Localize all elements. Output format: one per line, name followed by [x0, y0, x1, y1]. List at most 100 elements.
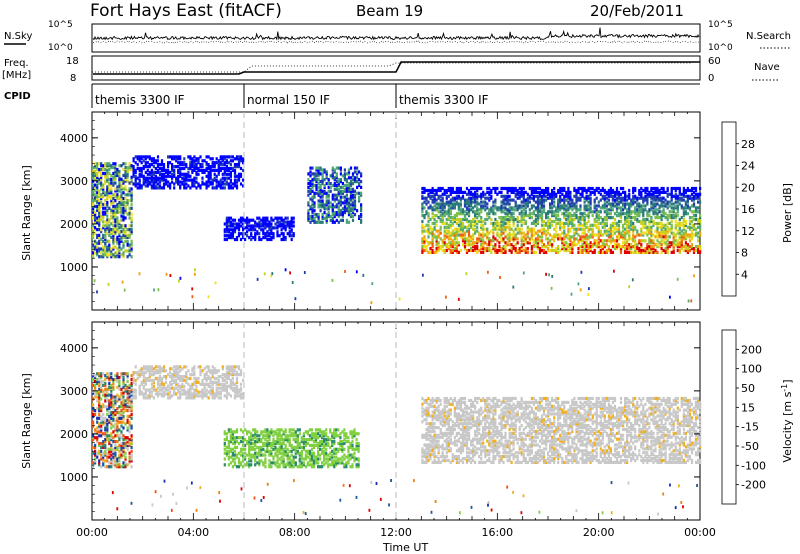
- data-cell: [102, 164, 105, 168]
- data-cell: [561, 192, 564, 196]
- data-cell: [353, 205, 357, 209]
- data-cell: [640, 190, 643, 194]
- data-cell: [110, 235, 113, 239]
- data-cell: [343, 168, 346, 172]
- data-cell: [116, 372, 119, 376]
- data-cell: [449, 233, 452, 237]
- data-cell: [345, 199, 348, 203]
- data-cell: [628, 216, 631, 220]
- data-cell: [270, 222, 273, 226]
- data-cell: [112, 162, 115, 166]
- freq-unit-label: [MHz]: [2, 70, 31, 81]
- data-cell: [183, 166, 186, 171]
- data-cell: [203, 170, 206, 174]
- data-cell: [229, 216, 232, 220]
- data-cell: [555, 192, 558, 196]
- data-cell: [563, 208, 566, 212]
- data-cell: [225, 161, 228, 165]
- data-cell: [534, 188, 537, 193]
- data-cell: [231, 236, 234, 240]
- data-cell: [333, 205, 336, 209]
- data-cell: [96, 245, 99, 249]
- data-cell: [146, 178, 149, 182]
- data-cell: [351, 189, 355, 193]
- data-cell: [449, 212, 452, 216]
- data-cell: [343, 201, 346, 205]
- data-cell: [268, 228, 271, 232]
- data-cell: [118, 197, 121, 201]
- data-cell: [126, 189, 129, 193]
- data-cell: [266, 216, 269, 220]
- data-cell: [559, 237, 562, 241]
- data-cell: [457, 217, 460, 222]
- data-cell: [563, 248, 566, 253]
- data-cell: [437, 241, 440, 245]
- data-cell: [347, 187, 351, 191]
- data-cell: [118, 206, 121, 210]
- data-cell: [207, 170, 210, 174]
- data-cell: [339, 178, 342, 182]
- data-cell: [104, 210, 107, 214]
- data-cell: [114, 224, 117, 228]
- data-cell: [96, 379, 99, 384]
- data-cell: [270, 230, 273, 234]
- data-cell: [158, 170, 162, 174]
- data-cell: [526, 241, 529, 245]
- data-cell: [235, 163, 239, 167]
- data-cell: [112, 175, 115, 179]
- data-cell: [555, 223, 558, 227]
- data-cell: [626, 210, 629, 214]
- data-cell: [156, 182, 160, 186]
- data-cell: [474, 248, 477, 253]
- data-cell: [98, 463, 101, 467]
- data-cell: [573, 214, 576, 218]
- data-cell: [114, 412, 117, 417]
- data-cell: [668, 227, 671, 231]
- data-cell: [94, 169, 97, 174]
- data-cell: [98, 247, 101, 251]
- data-cell: [583, 216, 586, 220]
- data-cell: [100, 204, 103, 208]
- data-cell: [652, 198, 655, 202]
- data-cell: [441, 248, 444, 253]
- data-cell: [571, 221, 574, 225]
- data-cell: [461, 190, 465, 194]
- data-cell: [167, 163, 170, 167]
- data-cell: [116, 206, 119, 210]
- data-cell: [144, 161, 147, 165]
- data-cell: [335, 185, 338, 189]
- data-cell: [565, 210, 568, 214]
- data-cell: [118, 383, 121, 387]
- data-cell: [551, 243, 554, 247]
- data-cell: [522, 217, 525, 222]
- data-cell: [676, 229, 679, 233]
- data-cell: [112, 245, 115, 249]
- data-cell: [160, 168, 164, 172]
- data-cell: [658, 216, 661, 220]
- data-cell: [662, 229, 665, 233]
- data-cell: [567, 206, 570, 210]
- data-cell: [425, 245, 428, 249]
- data-cell: [319, 166, 322, 170]
- data-cell: [92, 206, 95, 210]
- data-cell: [229, 236, 232, 240]
- data-cell: [551, 248, 554, 253]
- data-cell: [516, 248, 519, 253]
- data-cell: [575, 243, 578, 247]
- data-cell: [333, 182, 336, 186]
- data-cell: [98, 212, 101, 216]
- data-cell: [488, 190, 491, 194]
- data-cell: [225, 172, 228, 176]
- data-cell: [278, 220, 281, 224]
- data-cell: [678, 245, 681, 249]
- data-cell: [122, 401, 125, 405]
- data-cell: [630, 243, 633, 247]
- data-cell: [92, 224, 95, 228]
- data-cell: [609, 233, 612, 237]
- data-cell: [656, 208, 659, 212]
- data-cell: [120, 214, 123, 218]
- data-cell: [571, 235, 574, 239]
- data-cell: [506, 208, 509, 212]
- data-cell: [201, 180, 204, 184]
- data-cell: [650, 247, 653, 251]
